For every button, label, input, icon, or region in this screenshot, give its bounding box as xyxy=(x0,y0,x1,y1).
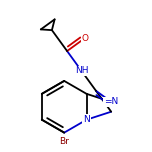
Text: N: N xyxy=(83,115,90,124)
Text: =N: =N xyxy=(104,97,118,106)
Text: Br: Br xyxy=(59,137,69,146)
Text: NH: NH xyxy=(75,66,88,75)
Text: O: O xyxy=(81,34,88,43)
